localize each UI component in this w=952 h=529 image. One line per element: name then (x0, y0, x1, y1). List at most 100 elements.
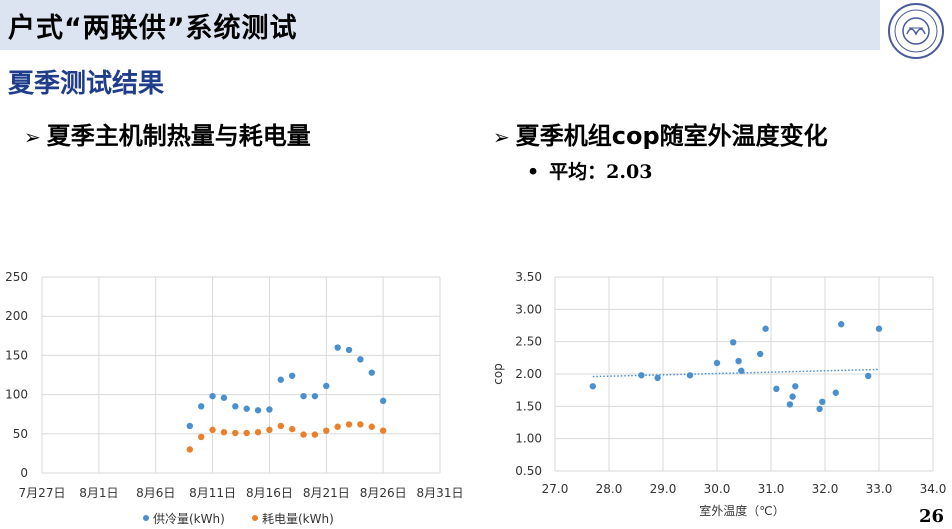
data-point (773, 385, 780, 393)
data-point (654, 374, 661, 382)
title-bar: 户式“两联供”系统测试 (0, 0, 880, 50)
x-axis-label: 室外温度（℃） (699, 503, 784, 518)
arrow-bullet-icon: ➢ (493, 125, 510, 149)
data-point (254, 407, 262, 414)
data-point (762, 325, 769, 332)
y-tick-label: 100 (5, 388, 28, 402)
data-point (334, 423, 341, 430)
x-tick-label: 8月26日 (360, 486, 407, 500)
data-point (209, 392, 216, 400)
data-point (311, 392, 319, 400)
data-point (792, 383, 799, 390)
data-point (686, 372, 694, 379)
data-point (589, 383, 596, 390)
data-point (838, 321, 845, 328)
x-tick-label: 34.0 (920, 482, 947, 496)
data-point (277, 376, 284, 383)
data-point (266, 426, 273, 434)
page-number: 26 (918, 506, 944, 527)
x-tick-label: 7月27日 (19, 486, 66, 500)
slide-title: 户式“两联供”系统测试 (8, 13, 298, 44)
data-point (198, 433, 205, 441)
data-point (816, 405, 823, 413)
data-point (638, 372, 645, 379)
legend-marker (252, 515, 258, 521)
data-point (819, 398, 826, 406)
data-point (368, 423, 375, 430)
y-tick-label: 1.50 (515, 399, 542, 413)
legend-label: 供冷量(kWh) (153, 512, 225, 526)
y-tick-label: 1.00 (515, 432, 542, 446)
data-point (357, 421, 364, 428)
x-tick-label: 27.0 (542, 482, 569, 496)
data-point (323, 427, 330, 434)
y-tick-label: 2.50 (515, 335, 542, 349)
data-point (738, 367, 745, 374)
data-point (300, 431, 307, 438)
x-tick-label: 30.0 (704, 482, 731, 496)
left-bullet-text: 夏季主机制热量与耗电量 (46, 122, 311, 150)
data-point (209, 426, 216, 434)
y-tick-label: 0 (20, 466, 28, 480)
y-tick-label: 0.50 (515, 464, 542, 478)
legend-label: 耗电量(kWh) (262, 512, 334, 526)
legend: 供冷量(kWh) 耗电量(kWh) (143, 512, 334, 526)
data-point (254, 429, 262, 436)
data-point (243, 429, 250, 437)
data-point (266, 406, 273, 413)
heat-power-chart: 0 50 100 150 200 250 7月27日 8月1日 8月6日 8月11日 8月16日 8月… (5, 270, 464, 526)
university-seal-icon (888, 3, 944, 59)
legend-marker (143, 515, 149, 521)
data-point (735, 357, 742, 365)
data-point (875, 325, 883, 332)
data-point (243, 405, 250, 412)
data-point (865, 372, 872, 380)
data-point (277, 422, 284, 430)
data-point (198, 403, 205, 410)
data-point (379, 397, 387, 405)
right-bullet: ➢ 夏季机组cop随室外温度变化 (493, 116, 828, 151)
x-tick-label: 32.0 (812, 482, 839, 496)
data-point (368, 369, 375, 376)
data-point (345, 346, 353, 354)
x-tick-label: 28.0 (596, 482, 623, 496)
x-tick-label: 8月31日 (417, 486, 464, 500)
x-tick-label: 29.0 (650, 482, 677, 496)
left-bullet: ➢ 夏季主机制热量与耗电量 (24, 116, 311, 151)
x-tick-label: 33.0 (866, 482, 893, 496)
x-tick-label: 8月6日 (136, 486, 175, 500)
data-point (713, 359, 721, 367)
data-point (311, 431, 319, 438)
data-point (334, 344, 341, 351)
dot-bullet-icon: • (527, 161, 540, 183)
data-point (220, 394, 228, 401)
y-tick-label: 150 (5, 348, 28, 362)
data-point (300, 392, 307, 400)
y-tick-label: 200 (5, 309, 28, 323)
data-point (730, 339, 737, 346)
data-point (345, 421, 353, 428)
right-bullet-text: 夏季机组cop随室外温度变化 (515, 122, 828, 150)
x-tick-label: 8月21日 (303, 486, 350, 500)
data-point (757, 350, 764, 358)
cop-temperature-chart: 0.50 1.00 1.50 2.00 2.50 3.00 3.50 27.0 28.0 29.0… (491, 270, 947, 518)
data-point (786, 401, 794, 408)
data-point (323, 382, 330, 390)
section-title: 夏季测试结果 (8, 69, 165, 99)
data-point (789, 393, 796, 400)
y-tick-label: 50 (13, 427, 28, 441)
y-tick-label: 250 (5, 270, 28, 284)
trendline (592, 368, 880, 378)
data-point (357, 356, 364, 363)
y-axis-label: cop (491, 363, 505, 385)
average-cop-text: 平均：2.03 (549, 161, 653, 183)
data-point (232, 429, 239, 437)
y-tick-label: 3.00 (515, 302, 542, 316)
y-tick-label: 2.00 (515, 367, 542, 381)
data-point (220, 429, 228, 436)
x-tick-label: 8月1日 (79, 486, 118, 500)
data-point (186, 446, 194, 453)
average-cop: • 平均：2.03 (527, 157, 652, 184)
data-point (288, 372, 296, 379)
x-tick-label: 8月11日 (189, 486, 236, 500)
